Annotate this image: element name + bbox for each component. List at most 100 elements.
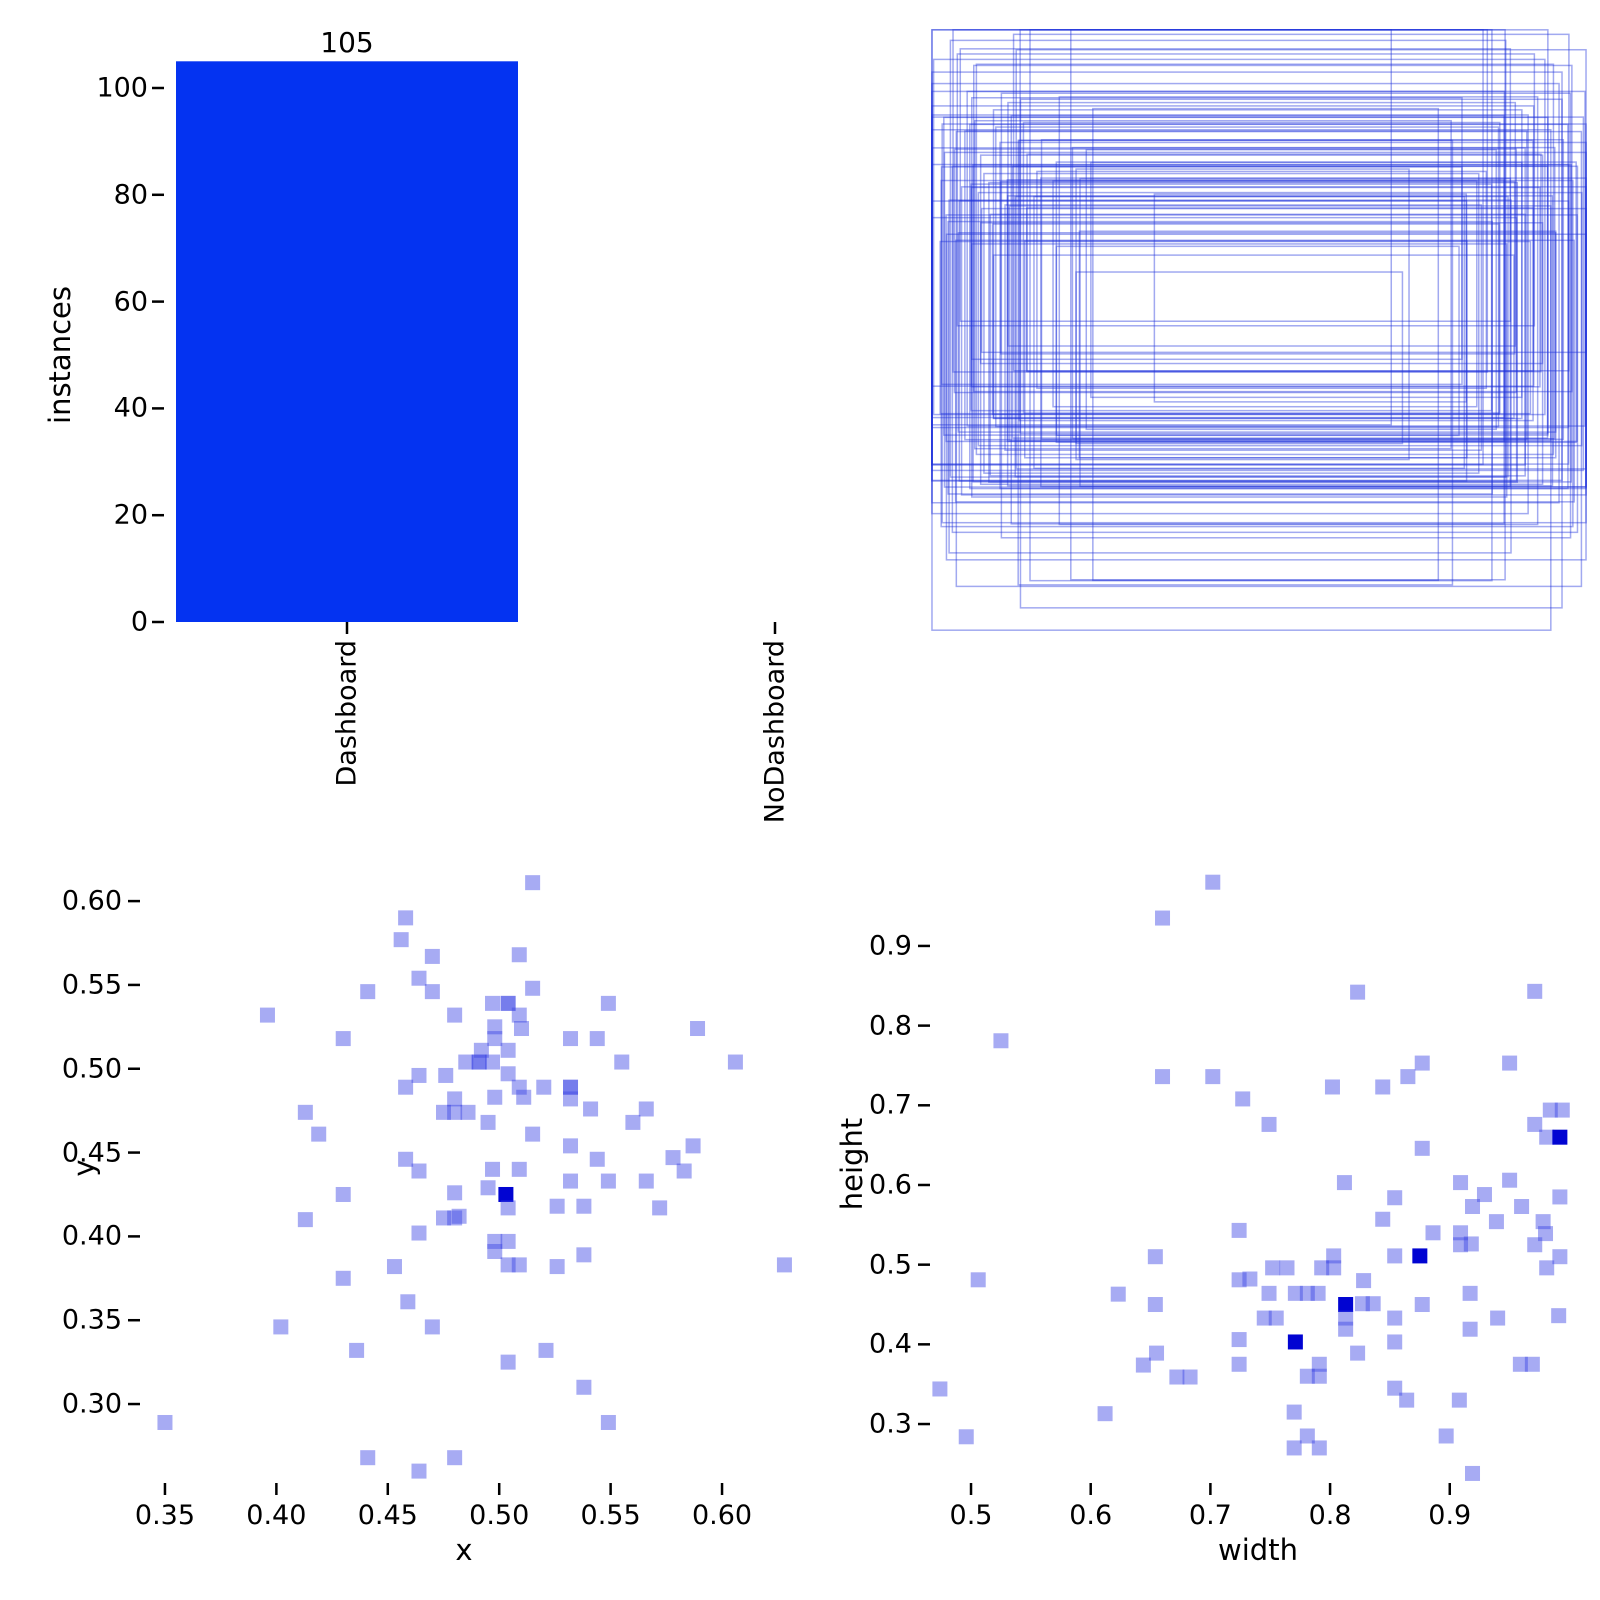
center-scatter-point: [487, 1019, 503, 1035]
bar-y-tick-label: 20: [113, 499, 148, 531]
size-scatter-point: [1155, 1069, 1171, 1085]
bbox-outline: [970, 183, 1493, 412]
x-axis-label: x: [455, 1533, 473, 1567]
center-scatter-point: [458, 1054, 474, 1070]
center-scatter-point: [360, 984, 376, 1000]
center-scatter-point: [513, 1021, 529, 1037]
bbox-outline: [979, 222, 1544, 486]
size-scatter-point: [1231, 1272, 1247, 1288]
bbox-outline: [1075, 168, 1410, 461]
bbox-outline: [945, 233, 1587, 561]
center-scatter-point: [157, 1414, 173, 1430]
size-scatter-y-tick-label: 0.4: [869, 1328, 912, 1360]
bbox-outline: [940, 166, 1463, 386]
size-scatter-x-tick-label: 0.7: [1188, 1500, 1232, 1531]
bbox-outline: [1075, 271, 1404, 445]
center-scatter-point: [600, 995, 616, 1011]
center-scatter-x-tick-label: 0.45: [357, 1500, 418, 1531]
bbox-outline: [1019, 98, 1563, 609]
size-scatter-point: [1465, 1199, 1481, 1215]
bbox-outline: [955, 130, 1583, 588]
size-scatter-point: [1554, 1102, 1570, 1118]
size-scatter-point: [1535, 1214, 1551, 1230]
center-scatter-point: [487, 1031, 503, 1047]
size-scatter-point: [993, 1033, 1009, 1049]
bbox-outline: [1055, 245, 1460, 437]
center-scatter-y-tick-label: 0.55: [61, 969, 122, 1001]
center-scatter-x-tick-label: 0.55: [580, 1500, 641, 1531]
bbox-outline: [1029, 29, 1493, 582]
center-scatter-point: [297, 1104, 313, 1120]
bbox-outline: [1024, 240, 1468, 459]
bbox-outline: [1015, 48, 1587, 470]
center-scatter-point: [259, 1007, 275, 1023]
center-scatter-point: [600, 1173, 616, 1189]
size-scatter-point: [1463, 1236, 1479, 1252]
center-scatter-point: [511, 1161, 527, 1177]
size-scatter-x-tick-label: 0.8: [1308, 1500, 1352, 1531]
center-scatter-y-tick-label: 0.60: [61, 885, 122, 917]
size-scatter-point: [1387, 1310, 1403, 1326]
size-scatter-point: [1527, 1116, 1543, 1132]
bbox-outline: [989, 213, 1526, 477]
center-scatter-x-tick-label: 0.50: [469, 1500, 530, 1531]
center-scatter-point: [525, 875, 541, 891]
size-scatter-point: [1286, 1440, 1302, 1456]
bbox-outline: [947, 220, 1494, 495]
center-scatter-point: [563, 1173, 579, 1189]
size-scatter-point: [1551, 1308, 1567, 1324]
center-scatter-point: [511, 947, 527, 963]
size-scatter-point: [1465, 1465, 1481, 1481]
bbox-outline: [1007, 101, 1517, 347]
bbox-outline: [931, 129, 1552, 631]
center-scatter-point: [500, 995, 516, 1011]
bar-category-label-nodashboard: NoDashboard: [759, 640, 791, 824]
bbox-outline: [999, 180, 1516, 355]
bbox-outline: [931, 114, 1529, 515]
bbox-outline: [966, 90, 1586, 427]
size-scatter-point: [1149, 1345, 1165, 1361]
center-scatter-point: [583, 1101, 599, 1117]
size-scatter-point: [1527, 983, 1543, 999]
center-scatter-x-tick-label: 0.40: [246, 1500, 307, 1531]
size-scatter-point: [1326, 1260, 1342, 1276]
center-scatter-point: [447, 1185, 463, 1201]
bbox-outline: [971, 243, 1508, 498]
size-scatter-point: [1314, 1260, 1330, 1276]
center-scatter-point: [398, 1079, 414, 1095]
bbox-outline: [949, 39, 1507, 478]
center-scatter-point: [676, 1163, 692, 1179]
size-scatter-point: [1552, 1189, 1568, 1205]
bbox-outline: [1012, 33, 1570, 372]
size-scatter-point: [1462, 1321, 1478, 1337]
bbox-outline: [1070, 29, 1506, 581]
size-scatter-point: [1286, 1404, 1302, 1420]
bar-dashboard: [176, 61, 518, 623]
center-scatter-point: [652, 1200, 668, 1216]
size-scatter-point: [1182, 1369, 1198, 1385]
size-scatter-point: [1268, 1310, 1284, 1326]
center-scatter-point: [335, 1186, 351, 1202]
size-scatter-point: [1414, 1297, 1430, 1313]
center-scatter-point: [411, 1163, 427, 1179]
height-axis-label: height: [835, 1117, 869, 1211]
size-scatter-x-tick-label: 0.5: [949, 1500, 993, 1531]
center-scatter-point: [576, 1247, 592, 1263]
center-scatter-point: [471, 1054, 487, 1070]
size-scatter-point: [1387, 1380, 1403, 1396]
center-scatter-point: [576, 1198, 592, 1214]
size-scatter-point: [1453, 1237, 1469, 1253]
size-scatter-point: [1311, 1368, 1327, 1384]
size-scatter-point-dark: [1287, 1334, 1303, 1350]
size-scatter-point-dark: [1552, 1129, 1568, 1145]
size-scatter-point: [1205, 1069, 1221, 1085]
size-scatter-point: [1539, 1260, 1555, 1276]
center-scatter-point: [511, 1257, 527, 1273]
bbox-outline: [1085, 148, 1497, 431]
bbox-outline: [995, 126, 1500, 428]
bbox-outline: [1153, 193, 1468, 403]
size-scatter-point: [1512, 1356, 1528, 1372]
bbox-outline: [958, 199, 1468, 482]
size-scatter-y-tick-label: 0.9: [869, 930, 912, 962]
size-scatter-point: [1097, 1406, 1113, 1422]
